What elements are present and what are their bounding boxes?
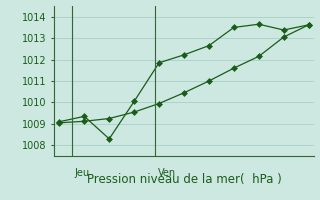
- Text: Jeu: Jeu: [75, 168, 90, 178]
- X-axis label: Pression niveau de la mer(  hPa ): Pression niveau de la mer( hPa ): [87, 173, 281, 186]
- Text: Ven: Ven: [158, 168, 176, 178]
